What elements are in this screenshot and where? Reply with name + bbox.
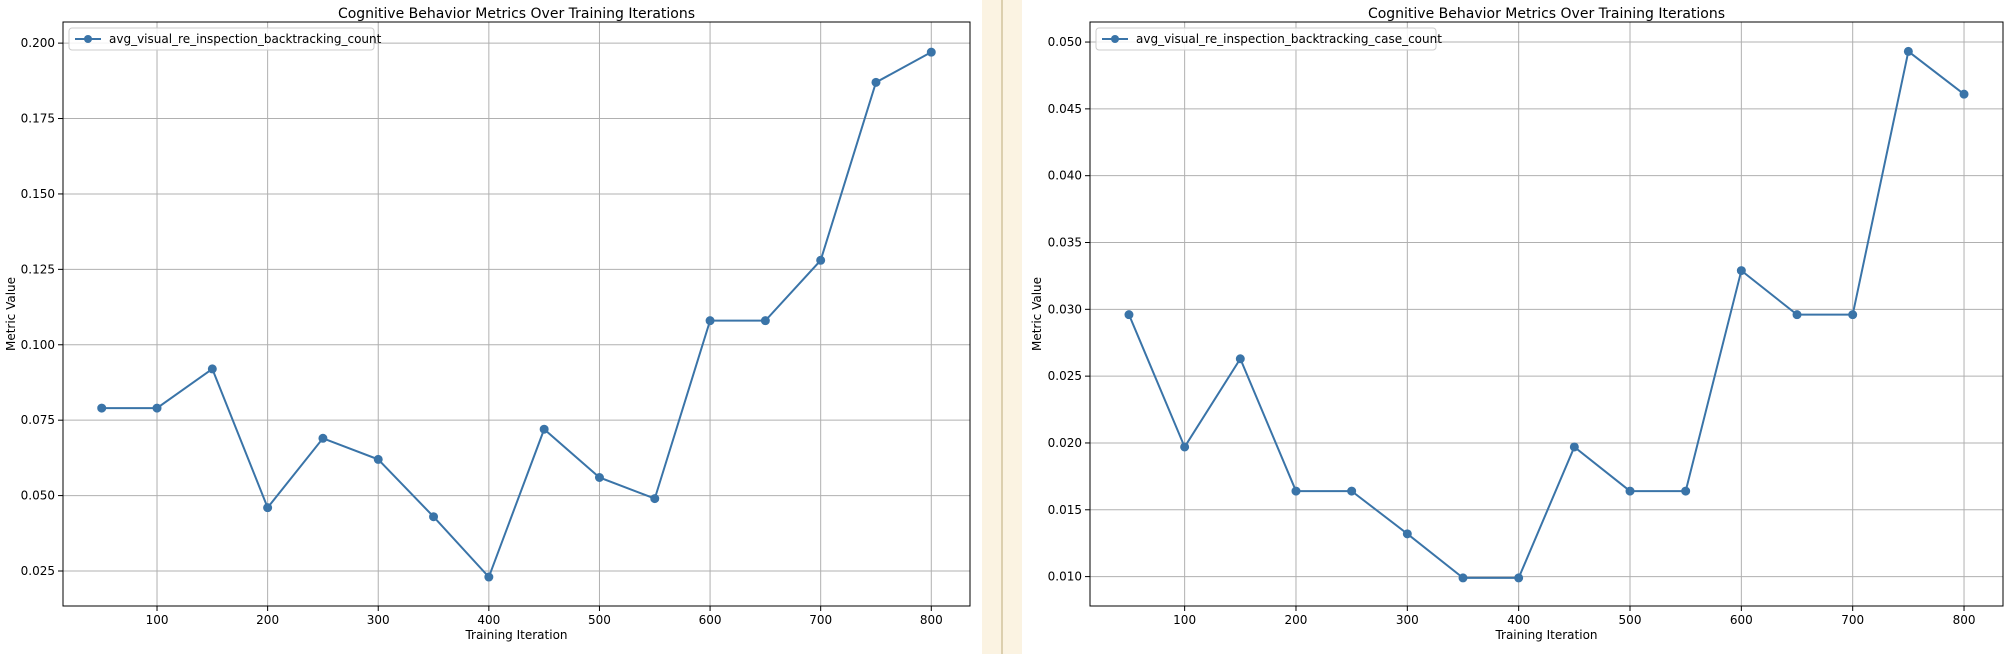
data-point xyxy=(1959,89,1969,99)
y-tick-label: 0.125 xyxy=(21,262,55,276)
panel-divider-handle[interactable] xyxy=(1001,0,1003,654)
y-tick-label: 0.175 xyxy=(21,112,55,126)
series-line xyxy=(101,51,932,579)
x-axis-label: Training Iteration xyxy=(1494,628,1597,642)
data-point xyxy=(1347,486,1357,496)
data-point xyxy=(1848,310,1858,320)
y-tick-label: 0.015 xyxy=(1048,503,1082,517)
x-tick-label: 500 xyxy=(1619,613,1642,627)
data-point xyxy=(97,403,107,413)
data-point xyxy=(207,364,217,374)
y-tick-label: 0.035 xyxy=(1048,236,1082,250)
x-tick-label: 600 xyxy=(1730,613,1753,627)
x-tick-label: 800 xyxy=(920,613,943,627)
data-point xyxy=(539,424,549,434)
y-axis-label: Metric Value xyxy=(4,277,18,351)
plot-frame xyxy=(62,21,971,607)
data-point xyxy=(871,77,881,87)
legend: avg_visual_re_inspection_backtracking_co… xyxy=(68,27,382,51)
y-tick-label: 0.010 xyxy=(1048,570,1082,584)
y-tick-label: 0.200 xyxy=(21,36,55,50)
y-tick-label: 0.025 xyxy=(21,564,55,578)
data-point xyxy=(1458,573,1468,583)
x-tick-label: 200 xyxy=(1285,613,1308,627)
data-point xyxy=(1402,529,1412,539)
x-tick-label: 700 xyxy=(809,613,832,627)
y-tick-label: 0.020 xyxy=(1048,436,1082,450)
series-line xyxy=(1128,49,1965,579)
data-point xyxy=(1124,310,1134,320)
data-point xyxy=(926,47,936,57)
y-tick-label: 0.045 xyxy=(1048,102,1082,116)
y-tick-label: 0.025 xyxy=(1048,369,1082,383)
data-point xyxy=(705,316,715,326)
data-point xyxy=(1235,354,1245,364)
x-tick-label: 400 xyxy=(1507,613,1530,627)
left-line-chart: 100 200 300 400 500 600 700 800 0.025 0.050 0.075 0… xyxy=(4,6,971,642)
data-point xyxy=(760,316,770,326)
left-chart-panel: 100 200 300 400 500 600 700 800 0.025 0.050 0.075 0… xyxy=(0,0,982,654)
x-tick-label: 200 xyxy=(256,613,279,627)
y-tick-label: 0.040 xyxy=(1048,169,1082,183)
data-point xyxy=(318,433,328,443)
right-chart-panel: 100 200 300 400 500 600 700 800 0.010 0.015 0.020 0… xyxy=(1022,0,2014,654)
y-tick-label: 0.100 xyxy=(21,338,55,352)
y-tick-label: 0.050 xyxy=(21,489,55,503)
x-tick-label: 700 xyxy=(1841,613,1864,627)
legend-marker-swatch xyxy=(84,35,92,43)
legend-marker-swatch xyxy=(1111,35,1119,43)
x-axis-label: Training Iteration xyxy=(464,628,567,642)
y-tick-label: 0.150 xyxy=(21,187,55,201)
legend-box xyxy=(68,27,375,51)
legend-label: avg_visual_re_inspection_backtracking_co… xyxy=(109,32,382,46)
data-point xyxy=(1681,486,1691,496)
y-tick-label: 0.030 xyxy=(1048,302,1082,316)
x-tick-label: 500 xyxy=(588,613,611,627)
chart-title: Cognitive Behavior Metrics Over Training… xyxy=(338,6,695,22)
x-tick-label: 300 xyxy=(1396,613,1419,627)
legend-box xyxy=(1095,27,1437,51)
x-tick-label: 300 xyxy=(367,613,390,627)
legend-label: avg_visual_re_inspection_backtracking_ca… xyxy=(1136,32,1442,46)
x-tick-label: 800 xyxy=(1953,613,1976,627)
data-point xyxy=(594,472,604,482)
data-point xyxy=(1514,573,1524,583)
y-tick-label: 0.075 xyxy=(21,413,55,427)
data-point xyxy=(1180,442,1190,452)
x-tick-label: 100 xyxy=(1173,613,1196,627)
data-point xyxy=(1625,486,1635,496)
y-axis-label: Metric Value xyxy=(1030,277,1044,351)
data-point xyxy=(650,494,660,504)
data-point xyxy=(373,454,383,464)
data-point xyxy=(1792,310,1802,320)
x-tick-label: 600 xyxy=(699,613,722,627)
chart-title: Cognitive Behavior Metrics Over Training… xyxy=(1368,6,1725,22)
data-point xyxy=(429,512,439,522)
right-line-chart: 100 200 300 400 500 600 700 800 0.010 0.015 0.020 0… xyxy=(1030,6,2004,642)
data-point xyxy=(1291,486,1301,496)
legend: avg_visual_re_inspection_backtracking_ca… xyxy=(1095,27,1442,51)
data-point xyxy=(1736,266,1746,276)
plot-frame xyxy=(1089,21,2004,607)
data-point xyxy=(263,503,273,513)
x-tick-label: 400 xyxy=(477,613,500,627)
data-point xyxy=(152,403,162,413)
data-point xyxy=(484,572,494,582)
data-point xyxy=(1903,46,1913,56)
data-point xyxy=(816,255,826,265)
data-point xyxy=(1569,442,1579,452)
x-tick-label: 100 xyxy=(146,613,169,627)
y-tick-label: 0.050 xyxy=(1048,35,1082,49)
